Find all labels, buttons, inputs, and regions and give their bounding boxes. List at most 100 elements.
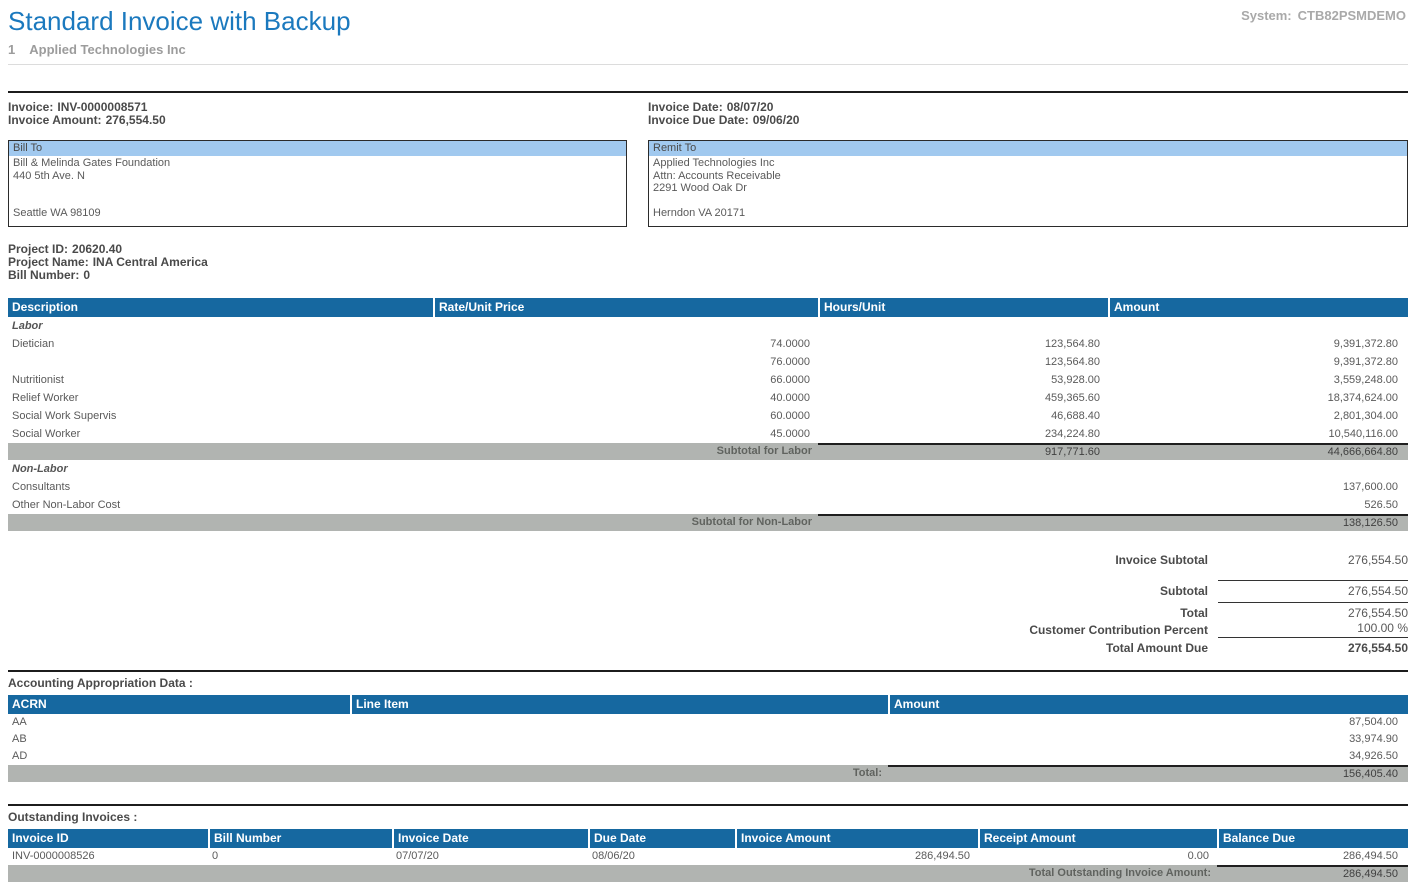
item-hours — [818, 478, 1108, 496]
accounting-row: AD 34,926.50 — [8, 748, 1408, 765]
line-item-value — [350, 748, 888, 765]
accounting-row: AB 33,974.90 — [8, 731, 1408, 748]
project-name-line: Project Name: INA Central America — [8, 254, 1408, 269]
total-amount-due-label: Total Amount Due — [1106, 640, 1208, 655]
column-header-bill-number: Bill Number — [208, 828, 392, 848]
total-amount-due-value: 276,554.50 — [1347, 640, 1408, 655]
line-item-row: Nutritionist 66.0000 53,928.00 3,559,248… — [8, 371, 1408, 389]
invoice-subtotal-row: Invoice Subtotal 276,554.50 — [8, 553, 1408, 568]
line-item-row: Relief Worker 40.0000 459,365.60 18,374,… — [8, 389, 1408, 407]
line-item-row: Dietician 74.0000 123,564.80 9,391,372.8… — [8, 335, 1408, 353]
invoice-amount-value: 276,554.50 — [105, 112, 166, 127]
project-id-value: 20620.40 — [72, 241, 123, 256]
item-hours: 234,224.80 — [1044, 427, 1100, 440]
outstanding-total-row: Total Outstanding Invoice Amount: 286,49… — [8, 864, 1408, 882]
project-info-block: Project ID: 20620.40 Project Name: INA Cen… — [8, 241, 1408, 282]
column-header-receipt-amount: Receipt Amount — [978, 828, 1217, 848]
outstanding-due-date: 08/06/20 — [592, 849, 635, 862]
invoice-number-line: Invoice: INV-0000008571 — [8, 101, 648, 114]
bill-number-label: Bill Number: — [8, 267, 80, 282]
column-header-invoice-date: Invoice Date — [392, 828, 588, 848]
bill-to-line: Bill & Melinda Gates Foundation — [13, 157, 171, 169]
column-header-invoice-id: Invoice ID — [12, 830, 69, 845]
invoice-subtotal-label: Invoice Subtotal — [1115, 552, 1208, 567]
bill-number-value: 0 — [83, 267, 91, 282]
invoice-info-block: Invoice: INV-0000008571 Invoice Amount: 27… — [8, 101, 1408, 126]
subtotal-value: 276,554.50 — [1218, 579, 1408, 599]
acrn-value: AB — [12, 732, 27, 745]
non-labor-subtotal-label: Subtotal for Non-Labor — [691, 515, 812, 528]
labor-section-row: Labor — [8, 317, 1408, 335]
item-rate: 40.0000 — [770, 391, 810, 404]
total-label: Total — [1180, 605, 1208, 620]
invoice-date-line: Invoice Date: 08/07/20 — [648, 101, 799, 114]
report-index: 1 — [8, 42, 16, 57]
page-title: Standard Invoice with Backup — [8, 6, 351, 36]
project-name-label: Project Name: — [8, 254, 89, 269]
outstanding-total-value: 286,494.50 — [1217, 864, 1408, 882]
vendor-name: Applied Technologies Inc — [29, 42, 186, 57]
item-description: Nutritionist — [12, 373, 64, 386]
item-amount: 137,600.00 — [1342, 480, 1398, 493]
bill-to-line: Seattle WA 98109 — [13, 207, 101, 219]
project-id-line: Project ID: 20620.40 — [8, 241, 1408, 256]
item-amount: 3,559,248.00 — [1333, 373, 1398, 386]
acrn-amount: 33,974.90 — [1349, 732, 1398, 745]
item-rate: 74.0000 — [770, 337, 810, 350]
item-hours — [818, 496, 1108, 514]
line-items-table-header: Description Rate/Unit Price Hours/Unit A… — [8, 297, 1408, 317]
item-hours: 123,564.80 — [1044, 337, 1100, 350]
remit-to-address: Applied Technologies Inc Attn: Accounts … — [649, 156, 1407, 226]
total-row: Total 276,554.50 — [8, 601, 1408, 621]
report-subtitle: 1 Applied Technologies Inc — [8, 42, 1408, 65]
item-hours: 53,928.00 — [1051, 373, 1100, 386]
customer-contribution-row: Customer Contribution Percent 100.00 % — [8, 621, 1408, 638]
column-header-description: Description — [12, 299, 79, 314]
acrn-value: AD — [12, 749, 28, 762]
accounting-table-header: ACRN Line Item Amount — [8, 694, 1408, 714]
invoice-info-left: Invoice: INV-0000008571 Invoice Amount: 27… — [8, 101, 648, 126]
outstanding-invoice-row: INV-0000008526 0 07/07/20 08/06/20 286,4… — [8, 848, 1408, 865]
labor-subtotal-label: Subtotal for Labor — [716, 444, 812, 457]
item-description: Other Non-Labor Cost — [12, 498, 121, 511]
item-description: Social Worker — [12, 427, 81, 440]
acrn-amount: 34,926.50 — [1349, 749, 1398, 762]
address-boxes: Bill To Bill & Melinda Gates Foundation … — [8, 140, 1408, 227]
project-id-label: Project ID: — [8, 241, 69, 256]
item-rate: 66.0000 — [770, 373, 810, 386]
subtotal-row: Subtotal 276,554.50 — [8, 579, 1408, 599]
column-header-amount: Amount — [1108, 297, 1408, 317]
remit-to-line — [653, 195, 1403, 208]
line-item-row: Consultants 137,600.00 — [8, 478, 1408, 496]
customer-contribution-value: 100.00 % — [1218, 621, 1408, 638]
invoice-date-value: 08/07/20 — [726, 100, 774, 114]
non-labor-subtotal-amount: 138,126.50 — [1108, 513, 1408, 531]
item-amount: 10,540,116.00 — [1328, 427, 1398, 440]
bill-number-line: Bill Number: 0 — [8, 267, 1408, 282]
item-amount: 9,391,372.80 — [1333, 355, 1398, 368]
invoice-due-date-value: 09/06/20 — [752, 112, 800, 127]
invoice-amount-label: Invoice Amount: — [8, 112, 102, 127]
outstanding-invoices-table: Invoice ID Bill Number Invoice Date Due … — [8, 828, 1408, 882]
column-header-invoice-amount: Invoice Amount — [735, 828, 978, 848]
item-amount: 526.50 — [1364, 498, 1398, 511]
remit-to-header: Remit To — [649, 141, 1407, 156]
customer-contribution-label: Customer Contribution Percent — [1029, 622, 1208, 637]
invoice-summary: Invoice Subtotal 276,554.50 Subtotal 276… — [8, 553, 1408, 656]
acrn-amount: 87,504.00 — [1349, 715, 1398, 728]
column-header-amount: Amount — [888, 694, 1408, 714]
invoice-amount-line: Invoice Amount: 276,554.50 — [8, 112, 648, 127]
invoice-due-date-line: Invoice Due Date: 09/06/20 — [648, 112, 800, 127]
item-amount: 2,801,304.00 — [1333, 409, 1398, 422]
line-items-table: Description Rate/Unit Price Hours/Unit A… — [8, 297, 1408, 531]
outstanding-bill-number: 0 — [212, 849, 219, 862]
column-header-due-date: Due Date — [588, 828, 735, 848]
project-name-value: INA Central America — [92, 254, 208, 269]
column-header-line-item: Line Item — [350, 694, 888, 714]
accounting-total-value: 156,405.40 — [888, 764, 1408, 782]
outstanding-receipt-amount: 0.00 — [1187, 849, 1209, 862]
remit-to-line: Applied Technologies Inc — [653, 157, 775, 169]
accounting-section-label: Accounting Appropriation Data : — [8, 675, 193, 690]
line-item-row: 76.0000 123,564.80 9,391,372.80 — [8, 353, 1408, 371]
line-item-value — [350, 714, 888, 731]
